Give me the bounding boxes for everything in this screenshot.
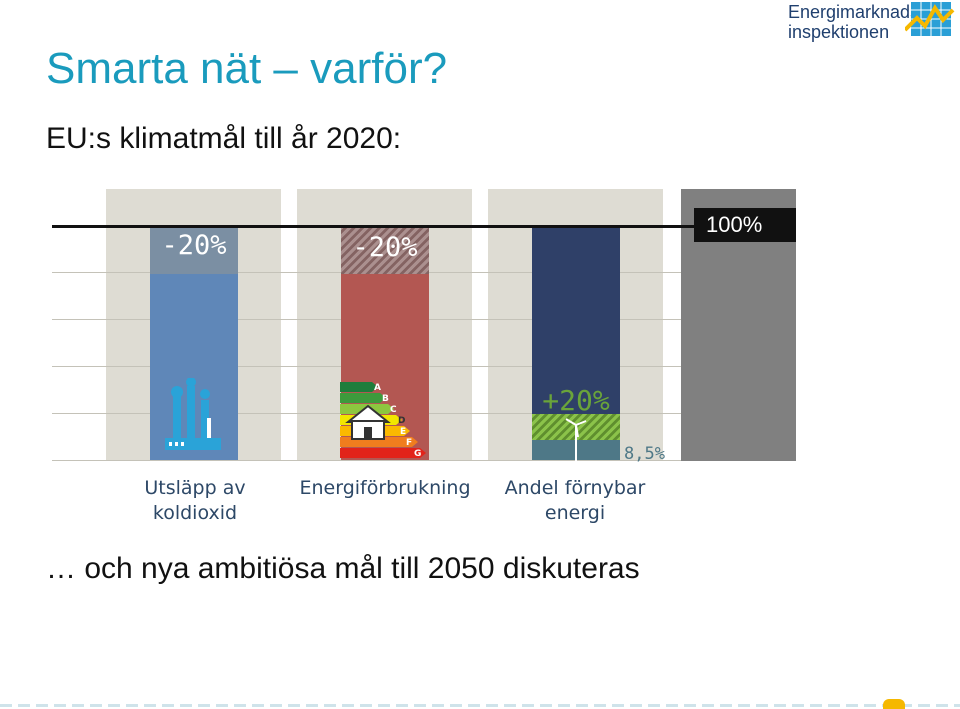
wind-turbine-icon (565, 418, 587, 461)
logo-mark-icon (905, 2, 955, 36)
gridline (52, 460, 796, 461)
renewable-category-line-2: energi (544, 502, 606, 524)
co2-value-label: -20% (161, 230, 227, 261)
renewable-bar (532, 226, 620, 414)
factory-icon (165, 378, 221, 450)
logo: Energimarknads inspektionen (788, 2, 919, 42)
reference-label: 100% (694, 208, 796, 242)
co2-category-line-2: koldioxid (152, 502, 238, 524)
renewable-category-label: Andel förnybar energi (495, 476, 655, 526)
energy-value-label: -20% (352, 232, 418, 263)
svg-text:C: C (390, 405, 397, 415)
renewable-target-label: +20% (542, 384, 610, 417)
bottom-text: … och nya ambitiösa mål till 2050 diskut… (46, 552, 640, 585)
footer-dashed-line (0, 704, 960, 707)
footer-accent (883, 699, 905, 709)
svg-text:D: D (398, 416, 405, 426)
co2-category-label: Utsläpp av koldioxid (115, 476, 275, 526)
energy-category-line-1: Energiförbrukning (299, 477, 471, 499)
svg-text:F: F (406, 438, 412, 448)
co2-category-line-1: Utsläpp av (144, 477, 246, 499)
renewable-current-label: 8,5% (624, 444, 665, 464)
renewable-category-line-1: Andel förnybar (504, 477, 646, 499)
slide-title: Smarta nät – varför? (46, 44, 448, 93)
energy-category-label: Energiförbrukning (290, 476, 480, 501)
reference-line (52, 225, 696, 228)
svg-text:A: A (374, 383, 381, 393)
svg-text:E: E (400, 427, 406, 437)
svg-text:G: G (414, 449, 421, 459)
slide-subtitle: EU:s klimatmål till år 2020: (46, 122, 402, 155)
energy-label-scale-icon: A B C D E F G (340, 382, 426, 459)
svg-text:B: B (382, 394, 389, 404)
energy-reduction-segment (341, 226, 429, 274)
logo-line-1: Energimarknads (788, 2, 920, 22)
logo-line-2: inspektionen (788, 22, 890, 42)
co2-reduction-segment (150, 226, 238, 274)
